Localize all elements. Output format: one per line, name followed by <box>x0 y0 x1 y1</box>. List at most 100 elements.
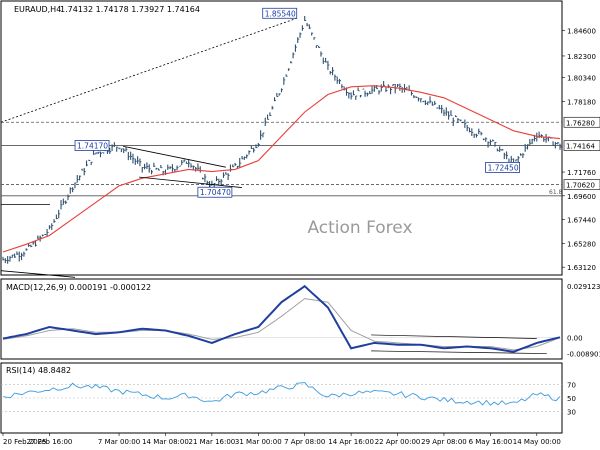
price-bar <box>25 248 28 251</box>
price-bar <box>413 94 416 99</box>
price-bar <box>352 90 355 96</box>
moving-average-line <box>2 85 561 253</box>
price-bar <box>127 151 130 161</box>
price-bar <box>90 161 93 166</box>
price-ytick-3: 1.78180 <box>567 98 596 106</box>
xtick-5: 31 Mar 00:00 <box>235 438 282 446</box>
price-bar <box>9 256 12 262</box>
price-bar <box>417 97 420 102</box>
watermark: Action Forex <box>307 218 412 238</box>
price-bar <box>155 167 158 170</box>
bottom-trendline <box>0 270 76 278</box>
price-bar <box>471 128 474 137</box>
price-bar <box>461 121 465 124</box>
xtick-9: 29 Apr 08:00 <box>421 438 467 446</box>
price-bar <box>506 151 509 160</box>
price-bar <box>153 162 156 167</box>
price-bar <box>396 84 400 87</box>
price-bar <box>183 159 186 163</box>
price-bar <box>475 133 478 138</box>
price-bar <box>529 139 532 146</box>
price-bar <box>253 147 256 153</box>
price-bar <box>79 175 82 181</box>
price-bar <box>88 159 91 162</box>
price-bar <box>222 172 225 178</box>
price-bar <box>543 137 546 142</box>
price-bar <box>443 109 446 117</box>
rsi-layer <box>1 382 562 412</box>
price-bar <box>150 169 154 175</box>
price-bar <box>65 200 68 205</box>
price-bar <box>120 148 123 153</box>
price-bar <box>197 163 200 171</box>
price-bar <box>141 167 144 173</box>
price-bar <box>464 119 467 128</box>
price-bar <box>522 153 525 159</box>
price-bar <box>215 176 219 182</box>
price-bar <box>311 32 314 36</box>
xtick-10: 6 May 16:00 <box>469 438 513 446</box>
price-ytick-11: 1.63120 <box>567 264 596 272</box>
price-bar <box>403 84 407 93</box>
price-bar <box>448 111 451 120</box>
price-bar <box>167 164 170 170</box>
xtick-3: 14 Mar 08:00 <box>142 438 189 446</box>
price-ytick-9: 1.67440 <box>567 217 596 225</box>
price-bar <box>144 163 147 170</box>
rsi-ytick-2: 30 <box>567 409 576 417</box>
price-bar <box>455 115 458 118</box>
price-ytick-0: 1.84600 <box>567 28 596 36</box>
xtick-4: 21 Mar 16:00 <box>189 438 236 446</box>
price-bar <box>350 92 353 100</box>
price-bar <box>336 76 339 84</box>
price-bar <box>130 151 133 160</box>
price-bar <box>30 244 33 248</box>
price-bar <box>325 57 328 63</box>
price-bar <box>392 84 395 87</box>
price-bar <box>526 144 530 150</box>
price-bar <box>267 114 270 120</box>
price-bar <box>554 141 557 149</box>
macd-title: MACD(12,26,9) 0.000191 -0.000122 <box>6 283 151 292</box>
level-tag-box-2 <box>563 179 600 190</box>
price-bar <box>250 145 253 149</box>
price-bar <box>338 78 342 84</box>
price-bar <box>241 156 244 160</box>
price-bar <box>364 90 367 97</box>
price-bar <box>148 164 151 173</box>
price-bar <box>16 251 19 255</box>
price-bar <box>429 96 432 104</box>
price-bar <box>69 187 72 194</box>
price-bar <box>34 240 37 247</box>
price-bar <box>62 198 65 205</box>
price-bar <box>109 147 112 155</box>
price-bar <box>213 183 216 188</box>
price-bar <box>422 100 425 103</box>
price-bar <box>357 87 360 92</box>
price-bar <box>264 117 267 127</box>
price-bar <box>482 138 485 141</box>
price-bar <box>146 162 149 170</box>
price-bar <box>118 147 121 150</box>
price-bar <box>341 84 344 89</box>
price-bar <box>67 194 70 201</box>
price-bar <box>348 92 351 99</box>
price-bar <box>97 151 100 155</box>
price-bar <box>499 146 502 152</box>
price-bar <box>232 164 235 168</box>
price-bar <box>18 251 21 262</box>
price-bar <box>478 128 481 135</box>
price-ytick-2: 1.80340 <box>567 75 596 83</box>
macd-upper-trendline <box>371 334 537 339</box>
axis-layer: 1.76280 1.74164 1.70620 1.84600 1.82300 1.803… <box>2 28 600 446</box>
price-bar <box>385 87 388 93</box>
annotation-2: 1.70470 <box>200 188 231 197</box>
header-ohlc: 1.74132 1.74178 1.73927 1.74164 <box>60 5 200 14</box>
price-bar <box>125 146 128 152</box>
price-bar <box>273 97 277 102</box>
price-bar <box>545 133 548 143</box>
level-tag-0: 1.76280 <box>566 119 595 127</box>
xtick-8: 22 Apr 00:00 <box>375 438 421 446</box>
price-bar <box>51 223 54 230</box>
